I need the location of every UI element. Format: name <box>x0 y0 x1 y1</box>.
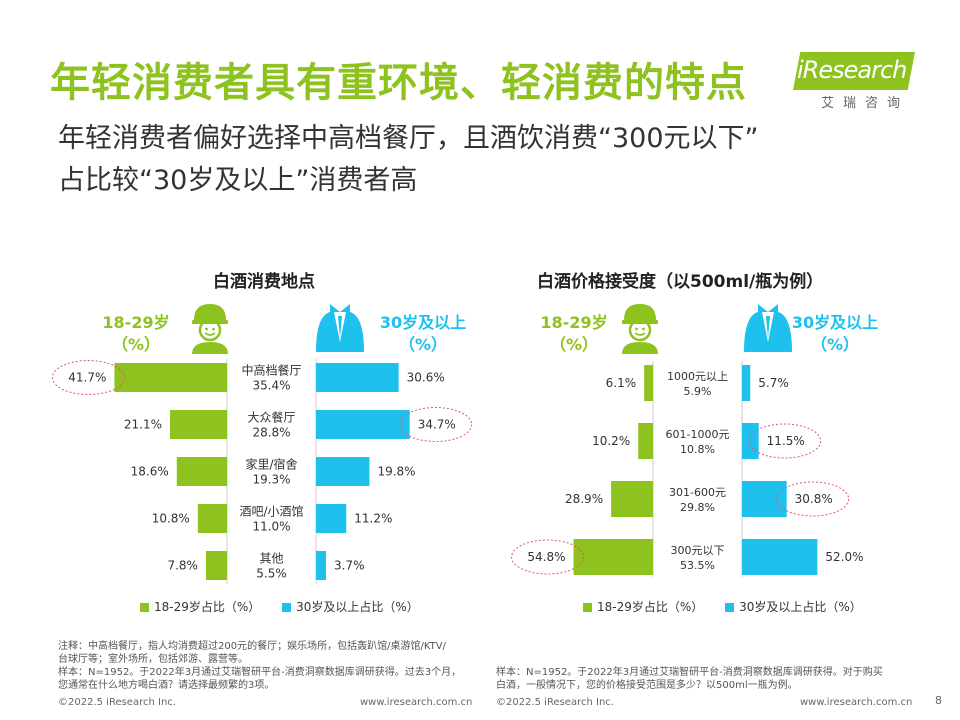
data-label-older: 19.8% <box>377 465 415 479</box>
bar-young <box>205 551 227 580</box>
category-total-label: 10.8% <box>680 443 715 456</box>
left-chart-title: 白酒消费地点 <box>213 272 315 292</box>
legend-swatch-blue <box>282 603 292 612</box>
logo-mark <box>793 52 915 90</box>
legend-swatch-green <box>583 603 592 612</box>
page-title: 年轻消费者具有重环境、轻消费的特点 <box>50 60 747 106</box>
category-label: 家里/宿舍 <box>245 457 297 472</box>
legend-swatch-green <box>140 603 149 612</box>
bar-young <box>197 504 227 533</box>
category-total-label: 35.4% <box>252 379 290 393</box>
data-label-young: 10.2% <box>592 434 630 448</box>
data-label-young: 41.7% <box>68 371 106 385</box>
data-label-older: 3.7% <box>334 559 365 573</box>
bar-older <box>316 551 326 580</box>
bar-young <box>611 481 653 517</box>
bar-young <box>638 423 653 459</box>
data-label-young: 6.1% <box>606 376 637 390</box>
left-young-age-label: 18-29岁 （%） <box>102 313 170 354</box>
subtitle-line-2: 占比较“30岁及以上”消费者高 <box>58 165 418 196</box>
legend-young-label: 18-29岁占比（%） <box>154 600 261 614</box>
bar-young <box>644 365 653 401</box>
bar-older <box>316 504 347 533</box>
legend-young-label: 18-29岁占比（%） <box>597 600 704 614</box>
category-label: 大众餐厅 <box>247 410 295 425</box>
older-person-icon <box>316 304 364 352</box>
data-label-older: 5.7% <box>758 376 789 390</box>
page-number: 8 <box>935 694 942 707</box>
iresearch-logo: iResearch 艾瑞咨询 <box>793 52 918 111</box>
bar-older <box>316 363 399 392</box>
category-total-label: 5.5% <box>256 567 287 581</box>
data-label-older: 30.6% <box>407 371 445 385</box>
category-label: 601-1000元 <box>666 428 730 441</box>
data-label-older: 11.2% <box>354 512 392 526</box>
right-older-age-label: 30岁及以上 （%） <box>791 313 879 354</box>
category-label: 300元以下 <box>671 544 725 557</box>
data-label-young: 21.1% <box>124 418 162 432</box>
left-notes: 注释：中高档餐厅，指人均消费超过200元的餐厅；娱乐场所，包括轰趴馆/桌游馆/K… <box>58 641 462 691</box>
page-subtitle: 年轻消费者偏好选择中高档餐厅，且酒饮消费“300元以下” 占比较“30岁及以上”… <box>58 118 928 202</box>
bar-older <box>742 539 818 575</box>
footer-copyright-right: ©2022.5 iResearch Inc. <box>496 697 614 708</box>
logo-text: iResearch <box>797 56 907 84</box>
bar-older <box>742 365 751 401</box>
category-label: 301-600元 <box>669 486 726 499</box>
category-total-label: 28.8% <box>252 426 290 440</box>
data-label-young: 10.8% <box>152 512 190 526</box>
older-person-icon <box>744 304 792 352</box>
bar-older <box>316 457 370 486</box>
footer-website-left[interactable]: www.iresearch.com.cn <box>360 697 473 708</box>
legend-swatch-blue <box>725 603 735 612</box>
data-label-young: 18.6% <box>131 465 169 479</box>
highlight-circle <box>748 423 822 459</box>
data-label-older: 30.8% <box>795 492 833 506</box>
highlight-circle <box>776 481 850 517</box>
subtitle-line-1: 年轻消费者偏好选择中高档餐厅，且酒饮消费“300元以下” <box>58 123 759 154</box>
bar-young <box>114 363 227 392</box>
bar-older <box>742 423 759 459</box>
data-label-young: 54.8% <box>527 550 565 564</box>
bar-older <box>316 410 410 439</box>
category-label: 其他 <box>259 552 283 566</box>
category-label: 酒吧/小酒馆 <box>239 504 303 519</box>
left-older-age-label: 30岁及以上 （%） <box>379 313 467 354</box>
category-total-label: 19.3% <box>252 473 290 487</box>
data-label-older: 52.0% <box>825 550 863 564</box>
bar-young <box>573 539 653 575</box>
highlight-circle <box>511 539 585 575</box>
category-total-label: 29.8% <box>680 501 715 514</box>
data-label-young: 28.9% <box>565 492 603 506</box>
young-person-icon <box>192 304 228 354</box>
category-total-label: 5.9% <box>684 385 712 398</box>
right-chart-title: 白酒价格接受度（以500ml/瓶为例） <box>537 272 824 292</box>
data-label-young: 7.8% <box>167 559 198 573</box>
footer-website-right[interactable]: www.iresearch.com.cn <box>800 697 913 708</box>
bar-young <box>176 457 227 486</box>
right-notes: 样本：N=1952。于2022年3月通过艾瑞智研平台-消费洞察数据库调研获得。对… <box>496 667 883 691</box>
right-chart: 6.1% 5.7% 1000元以上 5.9% 10.2% 11.5% 601-1000元 10… <box>511 361 864 577</box>
logo-cn-text: 艾瑞咨询 <box>821 96 910 111</box>
right-legend: 18-29岁占比（%） 30岁及以上占比（%） <box>583 598 862 615</box>
bar-older <box>742 481 787 517</box>
left-legend: 18-29岁占比（%） 30岁及以上占比（%） <box>140 598 419 615</box>
young-person-icon <box>622 304 658 354</box>
right-young-age-label: 18-29岁 （%） <box>540 313 608 354</box>
bar-young <box>170 410 227 439</box>
data-label-older: 34.7% <box>418 418 456 432</box>
category-label: 1000元以上 <box>667 370 728 383</box>
highlight-circle <box>51 360 125 395</box>
category-label: 中高档餐厅 <box>241 363 301 378</box>
data-label-older: 11.5% <box>767 434 805 448</box>
highlight-circle <box>399 407 473 442</box>
category-total-label: 53.5% <box>680 559 715 572</box>
legend-older-label: 30岁及以上占比（%） <box>296 600 419 614</box>
legend-older-label: 30岁及以上占比（%） <box>739 600 862 614</box>
category-total-label: 11.0% <box>252 520 290 534</box>
footer-copyright-left: ©2022.5 iResearch Inc. <box>58 697 176 708</box>
